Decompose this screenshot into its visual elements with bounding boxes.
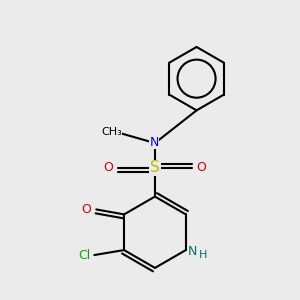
Text: N: N: [188, 244, 197, 258]
Text: O: O: [82, 203, 92, 216]
Text: Cl: Cl: [78, 248, 91, 262]
Text: H: H: [199, 250, 207, 260]
Text: O: O: [103, 161, 113, 174]
Text: N: N: [149, 136, 159, 148]
Text: S: S: [150, 160, 160, 175]
Text: CH₃: CH₃: [101, 127, 122, 137]
Text: O: O: [196, 161, 206, 174]
